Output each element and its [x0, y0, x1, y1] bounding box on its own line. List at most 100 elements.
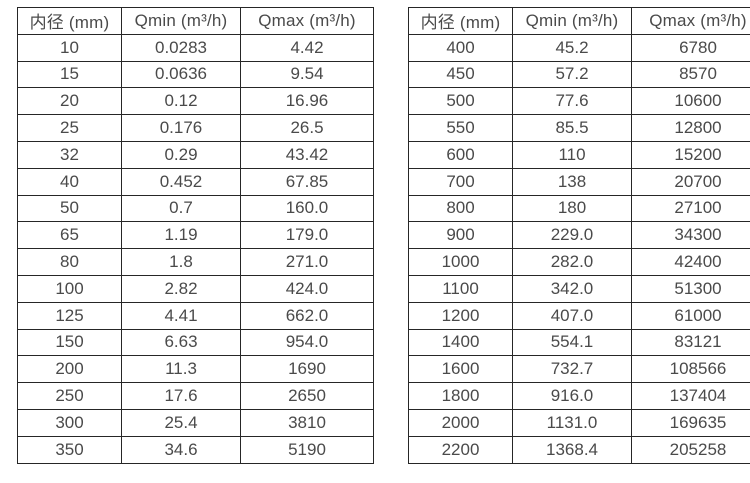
column-header: Qmax (m³/h) [631, 7, 750, 35]
flow-table-large-diameters: 内径 (mm) Qmin (m³/h) Qmax (m³/h) 400 45.2 6780… [408, 7, 750, 464]
table-cell: 15200 [631, 140, 750, 169]
table-cell: 16.96 [240, 87, 374, 116]
table-cell: 200 [17, 355, 122, 384]
table-cell: 10600 [631, 87, 750, 116]
table-cell: 350 [17, 435, 122, 464]
table-cell: 169635 [631, 408, 750, 437]
table-cell: 160.0 [240, 194, 374, 223]
table-row: 65 1.19 179.0 [17, 221, 374, 250]
table-cell: 34300 [631, 221, 750, 250]
table-cell: 45.2 [512, 33, 632, 62]
table-cell: 137404 [631, 382, 750, 410]
table-cell: 282.0 [512, 248, 632, 276]
table-cell: 8570 [631, 60, 750, 89]
table-cell: 0.29 [121, 140, 241, 169]
table-cell: 4.41 [121, 301, 241, 330]
table-row: 900 229.0 34300 [408, 221, 750, 250]
table-row: 400 45.2 6780 [408, 33, 750, 62]
table-row: 20 0.12 16.96 [17, 87, 374, 116]
table-cell: 1000 [408, 248, 513, 276]
table-cell: 554.1 [512, 328, 632, 357]
table-cell: 342.0 [512, 274, 632, 303]
table-cell: 61000 [631, 301, 750, 330]
table-cell: 1131.0 [512, 408, 632, 437]
table-row: 1600 732.7 108566 [408, 355, 750, 384]
table-cell: 0.176 [121, 114, 241, 142]
table-cell: 125 [17, 301, 122, 330]
table-cell: 150 [17, 328, 122, 357]
table-row: 125 4.41 662.0 [17, 301, 374, 330]
table-cell: 205258 [631, 435, 750, 464]
table-cell: 50 [17, 194, 122, 223]
table-row: 50 0.7 160.0 [17, 194, 374, 223]
table-cell: 4.42 [240, 33, 374, 62]
table-cell: 6.63 [121, 328, 241, 357]
table-cell: 12800 [631, 114, 750, 142]
table-cell: 25.4 [121, 408, 241, 437]
table-cell: 0.0636 [121, 60, 241, 89]
table-cell: 0.452 [121, 167, 241, 196]
column-header: Qmin (m³/h) [121, 7, 241, 35]
table-cell: 40 [17, 167, 122, 196]
table-cell: 916.0 [512, 382, 632, 410]
table-row: 500 77.6 10600 [408, 87, 750, 116]
table-cell: 732.7 [512, 355, 632, 384]
table-cell: 1.8 [121, 248, 241, 276]
table-cell: 20 [17, 87, 122, 116]
table-cell: 2.82 [121, 274, 241, 303]
table-cell: 1800 [408, 382, 513, 410]
table-row: 1100 342.0 51300 [408, 274, 750, 303]
table-cell: 110 [512, 140, 632, 169]
table-row: 32 0.29 43.42 [17, 140, 374, 169]
table-row: 350 34.6 5190 [17, 435, 374, 464]
table-row: 550 85.5 12800 [408, 114, 750, 142]
table-row: 15 0.0636 9.54 [17, 60, 374, 89]
table-cell: 1.19 [121, 221, 241, 250]
table-cell: 550 [408, 114, 513, 142]
table-row: 1400 554.1 83121 [408, 328, 750, 357]
table-cell: 700 [408, 167, 513, 196]
table-cell: 26.5 [240, 114, 374, 142]
table-cell: 1400 [408, 328, 513, 357]
table-cell: 51300 [631, 274, 750, 303]
column-header: 内径 (mm) [17, 7, 122, 35]
table-cell: 600 [408, 140, 513, 169]
column-header: 内径 (mm) [408, 7, 513, 35]
table-row: 700 138 20700 [408, 167, 750, 196]
table-row: 25 0.176 26.5 [17, 114, 374, 142]
table-cell: 100 [17, 274, 122, 303]
table-cell: 900 [408, 221, 513, 250]
table-cell: 20700 [631, 167, 750, 196]
table-cell: 77.6 [512, 87, 632, 116]
header-row: 内径 (mm) Qmin (m³/h) Qmax (m³/h) [408, 7, 750, 35]
table-cell: 300 [17, 408, 122, 437]
table-cell: 2000 [408, 408, 513, 437]
table-cell: 407.0 [512, 301, 632, 330]
table-cell: 2650 [240, 382, 374, 410]
table-row: 250 17.6 2650 [17, 382, 374, 410]
table-cell: 17.6 [121, 382, 241, 410]
table-cell: 5190 [240, 435, 374, 464]
table-cell: 32 [17, 140, 122, 169]
flow-table-small-diameters: 内径 (mm) Qmin (m³/h) Qmax (m³/h) 10 0.0283 4.4… [17, 7, 374, 464]
table-cell: 10 [17, 33, 122, 62]
table-row: 100 2.82 424.0 [17, 274, 374, 303]
table-cell: 6780 [631, 33, 750, 62]
table-row: 40 0.452 67.85 [17, 167, 374, 196]
table-cell: 1600 [408, 355, 513, 384]
table-cell: 229.0 [512, 221, 632, 250]
table-cell: 9.54 [240, 60, 374, 89]
table-cell: 1100 [408, 274, 513, 303]
table-row: 300 25.4 3810 [17, 408, 374, 437]
table-cell: 500 [408, 87, 513, 116]
table-row: 600 110 15200 [408, 140, 750, 169]
table-cell: 0.12 [121, 87, 241, 116]
table-cell: 85.5 [512, 114, 632, 142]
column-header: Qmin (m³/h) [512, 7, 632, 35]
table-row: 800 180 27100 [408, 194, 750, 223]
table-row: 2000 1131.0 169635 [408, 408, 750, 437]
table-row: 1200 407.0 61000 [408, 301, 750, 330]
header-row: 内径 (mm) Qmin (m³/h) Qmax (m³/h) [17, 7, 374, 35]
table-cell: 138 [512, 167, 632, 196]
